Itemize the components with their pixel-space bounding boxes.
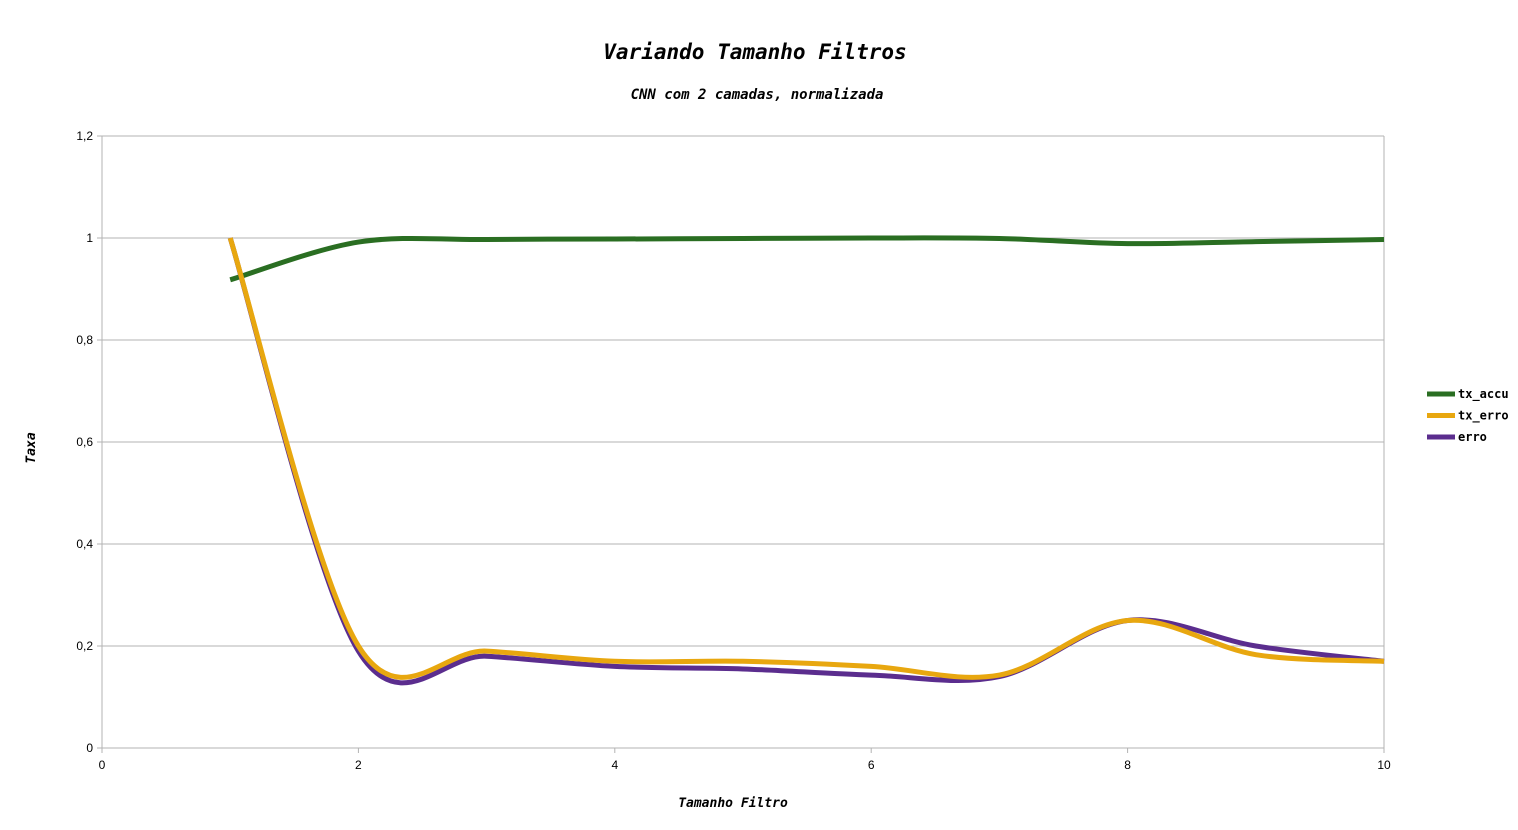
series-line-tx-accu bbox=[229, 235, 1385, 283]
y-tick-label: 0,2 bbox=[76, 639, 93, 653]
x-tick-label: 4 bbox=[611, 758, 618, 772]
legend-label-tx-erro: tx_erro bbox=[1458, 409, 1509, 424]
x-tick-label: 0 bbox=[99, 758, 106, 772]
series-line-erro bbox=[227, 237, 1385, 686]
y-tick-label: 0,8 bbox=[76, 333, 93, 347]
y-tick-label: 0,6 bbox=[76, 435, 93, 449]
chart-subtitle: CNN com 2 camadas, normalizada bbox=[631, 87, 884, 103]
x-tick-label: 2 bbox=[355, 758, 362, 772]
y-tick-label: 0,4 bbox=[76, 537, 93, 551]
series-line-tx-erro bbox=[227, 237, 1385, 680]
y-tick-label: 1,2 bbox=[76, 129, 93, 143]
x-tick-label: 10 bbox=[1377, 758, 1391, 772]
y-tick-label: 0 bbox=[86, 741, 93, 755]
x-tick-label: 6 bbox=[868, 758, 875, 772]
axes bbox=[97, 135, 1385, 753]
tick-labels: 0 0,2 0,4 0,6 0,8 1 1,2 0 2 4 6 8 10 bbox=[76, 129, 1391, 772]
x-axis-title: Tamanho Filtro bbox=[678, 796, 788, 811]
chart-title: Variando Tamanho Filtros bbox=[603, 40, 906, 64]
y-axis-title: Taxa bbox=[24, 432, 39, 463]
x-tick-label: 8 bbox=[1124, 758, 1131, 772]
legend-label-erro: erro bbox=[1458, 430, 1487, 444]
y-tick-label: 1 bbox=[86, 231, 93, 245]
legend-label-tx-accu: tx_accu bbox=[1458, 387, 1509, 402]
series-lines bbox=[227, 235, 1385, 686]
